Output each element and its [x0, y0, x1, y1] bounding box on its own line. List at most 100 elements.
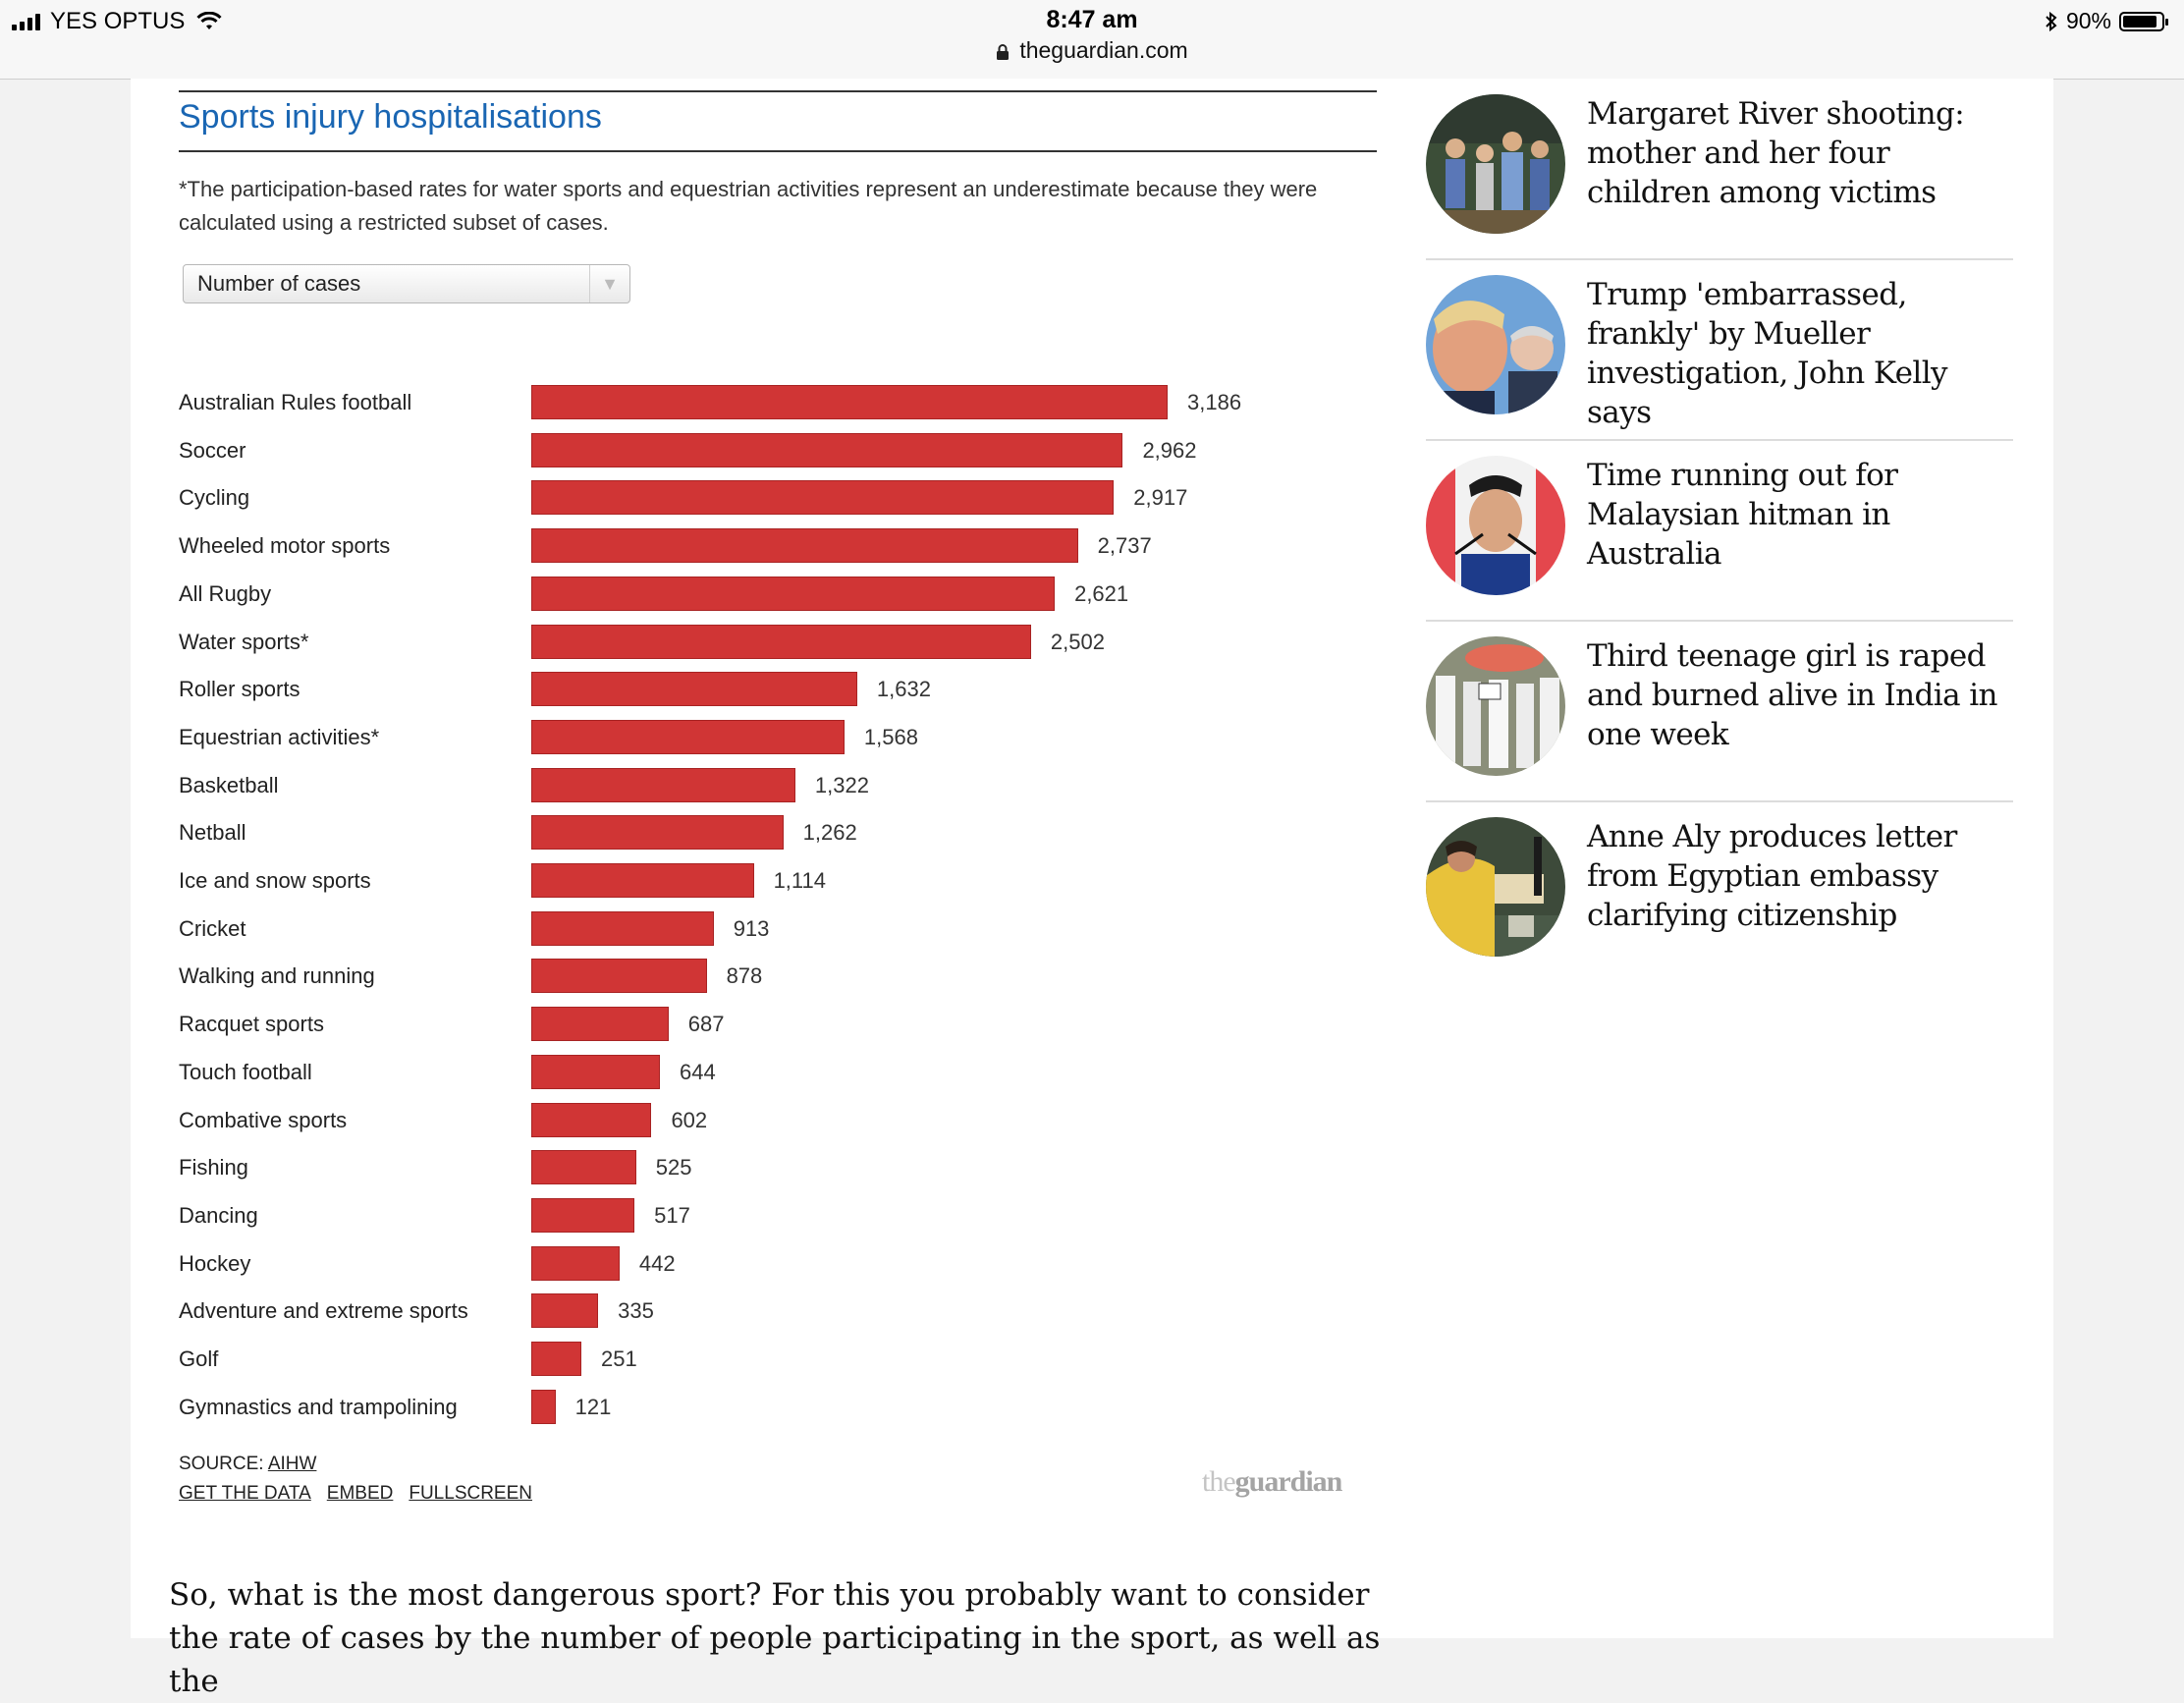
bar-label: Soccer: [179, 437, 246, 463]
bar-label: Touch football: [179, 1059, 312, 1084]
story-headline[interactable]: Trump 'embarrassed, frankly' by Mueller …: [1587, 277, 1948, 430]
guardian-logo: theguardian: [1202, 1465, 1342, 1498]
get-data-link[interactable]: GET THE DATA: [179, 1483, 311, 1504]
bar[interactable]: [531, 624, 1031, 659]
bar-label: Netball: [179, 820, 246, 846]
bar-value-label: 2,621: [1074, 580, 1129, 606]
sidebar-divider: [1426, 258, 2013, 260]
bar-value-label: 687: [687, 1012, 725, 1037]
chart-title: Sports injury hospitalisations: [179, 98, 602, 136]
speaker-photo-icon: [1426, 456, 1565, 595]
url-text: theguardian.com: [1019, 37, 1188, 63]
bar[interactable]: [531, 1054, 660, 1089]
bar-value-label: 644: [679, 1059, 716, 1084]
bar-label: Wheeled motor sports: [179, 533, 391, 559]
bluetooth-icon: [2046, 11, 2057, 31]
chart-title-rule: [179, 150, 1377, 152]
bar[interactable]: [531, 385, 1168, 419]
status-left: YES OPTUS: [12, 8, 222, 35]
bar[interactable]: [531, 1293, 599, 1329]
bar-value-label: 2,502: [1050, 629, 1105, 654]
bar[interactable]: [531, 767, 795, 802]
bar[interactable]: [531, 1197, 635, 1233]
bar-label: Ice and snow sports: [179, 868, 371, 893]
bar-label: Roller sports: [179, 677, 300, 702]
chart-top-rule: [179, 90, 1377, 92]
bar-value-label: 1,632: [876, 677, 931, 702]
source-link[interactable]: AIHW: [267, 1454, 317, 1474]
bar-value-label: 2,737: [1097, 533, 1152, 559]
sidebar-divider: [1426, 439, 2013, 441]
bar[interactable]: [531, 1007, 669, 1042]
bar[interactable]: [531, 1342, 582, 1376]
chart-links: GET THE DATA EMBED FULLSCREEN: [179, 1483, 548, 1505]
bar[interactable]: [531, 1102, 652, 1137]
story-headline[interactable]: Third teenage girl is raped and burned a…: [1587, 638, 1998, 752]
bar-label: Adventure and extreme sports: [179, 1298, 468, 1324]
bar[interactable]: [531, 1389, 556, 1424]
bar-label: Combative sports: [179, 1107, 348, 1132]
protest-photo-icon: [1426, 636, 1565, 776]
bar[interactable]: [531, 1150, 636, 1185]
battery-icon: [2119, 11, 2168, 31]
sidebar-divider: [1426, 800, 2013, 802]
bar[interactable]: [531, 815, 784, 851]
story-headline[interactable]: Time running out for Malaysian hitman in…: [1587, 458, 1898, 572]
bar-value-label: 251: [601, 1346, 637, 1371]
bar-value-label: 1,262: [802, 820, 857, 846]
bar-value-label: 121: [574, 1394, 612, 1419]
story-headline[interactable]: Margaret River shooting: mother and her …: [1587, 96, 1965, 210]
bar[interactable]: [531, 576, 1056, 611]
bar-label: Basketball: [179, 772, 279, 797]
bar[interactable]: [531, 480, 1115, 516]
bar-value-label: 3,186: [1187, 390, 1242, 414]
bar-label: Equestrian activities*: [179, 724, 380, 749]
lock-icon: [997, 43, 1010, 60]
bar-value-label: 1,114: [773, 868, 826, 893]
bar[interactable]: [531, 863, 754, 898]
bar[interactable]: [531, 959, 707, 994]
bar-label: Cricket: [179, 915, 246, 941]
chart-note: *The participation-based rates for water…: [179, 177, 1318, 235]
bar-value-label: 525: [655, 1155, 692, 1181]
bar-label: Cycling: [179, 485, 250, 511]
metric-dropdown[interactable]: Number of cases ▼: [183, 264, 630, 303]
story-headline[interactable]: Anne Aly produces letter from Egyptian e…: [1587, 819, 1957, 933]
status-bar: YES OPTUS 8:47 am theguardian.com 90%: [0, 0, 2184, 80]
bar-value-label: 602: [671, 1107, 708, 1132]
bar[interactable]: [531, 528, 1078, 564]
bar-value-label: 878: [726, 963, 763, 989]
bar-label: Walking and running: [179, 963, 375, 989]
chevron-down-icon: ▼: [589, 265, 629, 302]
bar[interactable]: [531, 1245, 620, 1281]
chart-source: SOURCE: AIHW: [179, 1454, 316, 1475]
bar[interactable]: [531, 910, 714, 946]
bar-value-label: 1,322: [814, 772, 869, 797]
dropdown-value: Number of cases: [197, 271, 361, 296]
bar-value-label: 442: [638, 1250, 676, 1276]
bar[interactable]: [531, 719, 845, 754]
bar-label: Australian Rules football: [179, 390, 412, 414]
battery-percent: 90%: [2065, 8, 2111, 33]
embed-link[interactable]: EMBED: [326, 1483, 394, 1504]
bar-value-label: 517: [654, 1202, 690, 1228]
fullscreen-link[interactable]: FULLSCREEN: [409, 1483, 533, 1504]
sidebar-divider: [1426, 620, 2013, 622]
bar-value-label: 2,962: [1142, 437, 1197, 463]
trump-kelly-photo-icon: [1426, 275, 1565, 414]
bar-value-label: 335: [618, 1298, 654, 1324]
bar-label: All Rugby: [179, 580, 272, 606]
bar[interactable]: [531, 672, 857, 707]
address-bar[interactable]: theguardian.com: [0, 37, 2184, 64]
bar-label: Fishing: [179, 1155, 248, 1181]
bar-value-label: 913: [733, 915, 770, 941]
bar-value-label: 2,917: [1133, 485, 1188, 511]
signal-icon: [12, 13, 40, 30]
source-label: SOURCE:: [179, 1454, 264, 1474]
bar[interactable]: [531, 432, 1123, 467]
article-paragraph: So, what is the most dangerous sport? Fo…: [169, 1577, 1381, 1699]
bar-label: Hockey: [179, 1250, 251, 1276]
parliament-photo-icon: [1426, 817, 1565, 957]
bar-label: Water sports*: [179, 629, 309, 654]
bar-value-label: 1,568: [863, 724, 918, 749]
